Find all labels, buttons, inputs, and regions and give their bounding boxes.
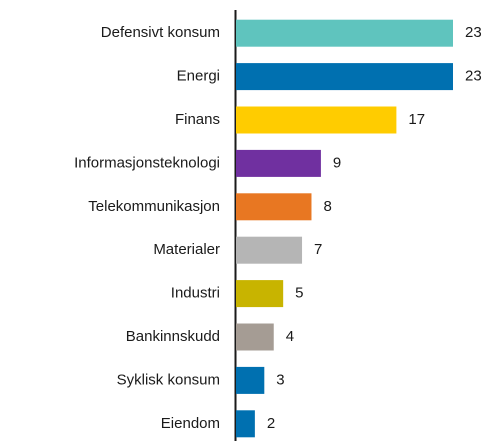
category-label: Eiendom [161, 415, 220, 432]
value-label: 23 [465, 24, 482, 41]
value-label: 9 [333, 154, 341, 171]
value-label: 5 [295, 285, 303, 302]
value-label: 3 [276, 371, 284, 388]
category-label: Energi [177, 68, 220, 85]
category-label: Informasjonsteknologi [74, 154, 220, 171]
value-label: 4 [286, 328, 294, 345]
bar [236, 323, 274, 351]
category-label: Materialer [153, 241, 220, 258]
bar [236, 106, 397, 134]
category-label: Telekommunikasjon [88, 198, 220, 215]
category-label: Defensivt konsum [101, 24, 220, 41]
bar [236, 280, 284, 308]
category-label: Syklisk konsum [117, 371, 220, 388]
bar [236, 149, 321, 177]
bar [236, 19, 453, 47]
category-label: Industri [171, 285, 220, 302]
bar [236, 410, 255, 438]
bar [236, 193, 312, 221]
category-label: Bankinnskudd [126, 328, 220, 345]
value-label: 2 [267, 415, 275, 432]
bar [236, 366, 265, 394]
bar [236, 63, 453, 91]
value-label: 8 [323, 198, 331, 215]
bar [236, 236, 303, 264]
value-label: 17 [408, 111, 425, 128]
value-label: 7 [314, 241, 322, 258]
value-label: 23 [465, 68, 482, 85]
category-label: Finans [175, 111, 220, 128]
